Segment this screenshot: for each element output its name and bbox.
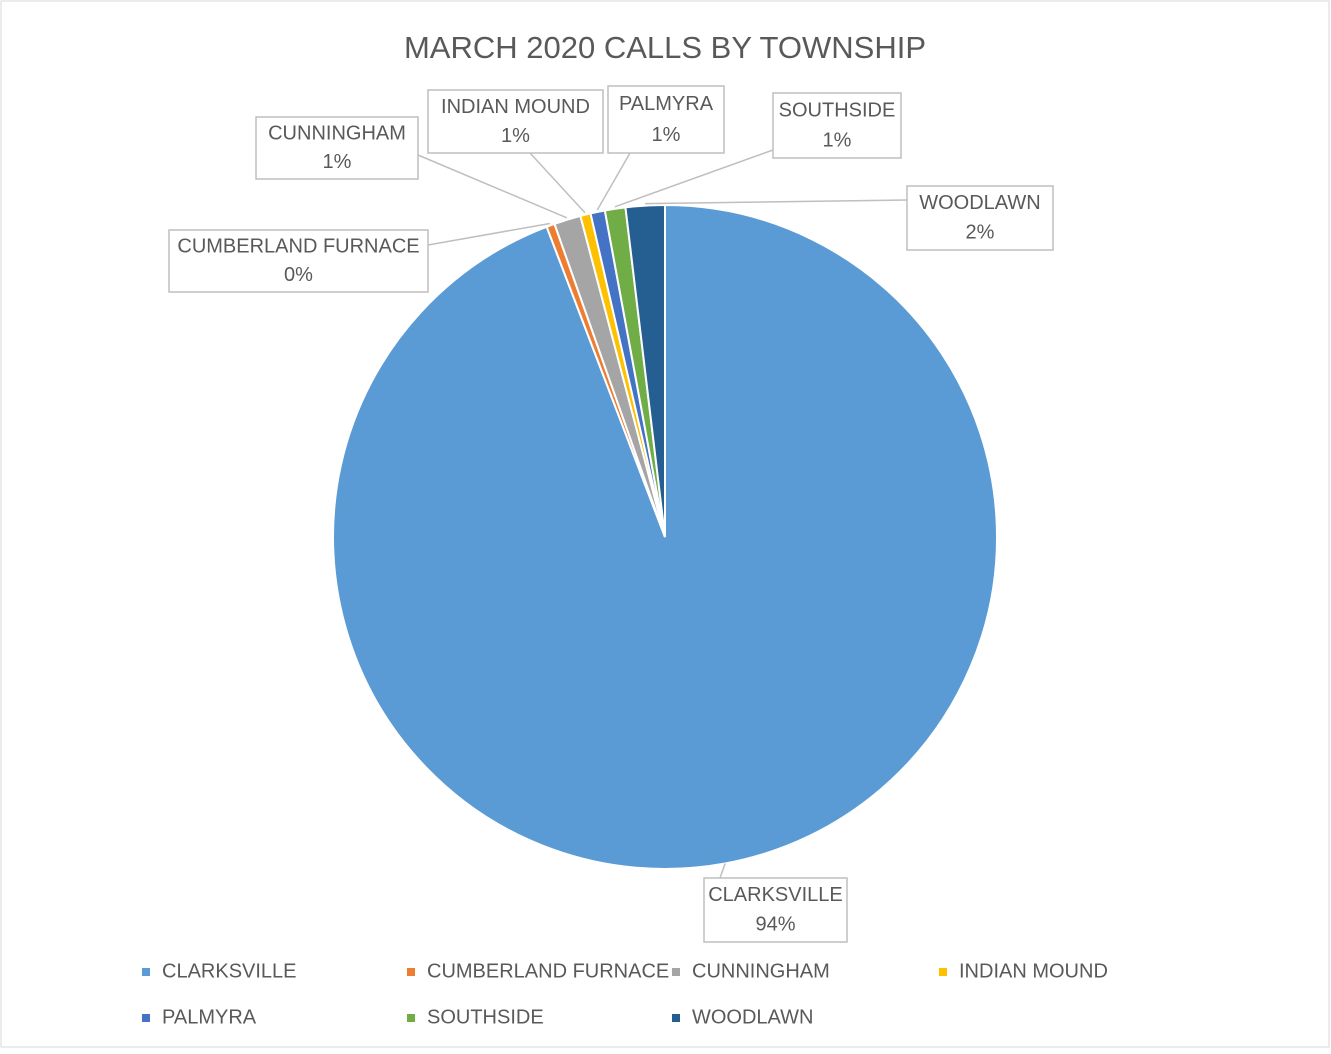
pie-slice [624,203,666,538]
leader-line [719,863,726,879]
slice-value-label: 1% [652,124,681,146]
legend-label: CUNNINGHAM [692,960,830,982]
label-box [168,229,429,293]
leader-line [596,152,631,211]
label-box [906,185,1054,251]
legend-label: WOODLAWN [692,1006,813,1028]
legend-swatch [939,968,947,976]
leader-line [417,154,568,219]
legend-swatch [142,1014,150,1022]
legend-label: SOUTHSIDE [427,1006,544,1028]
slice-label: CUMBERLAND FURNACE [177,236,419,258]
legend-swatch [407,1014,415,1022]
legend-swatch [407,968,415,976]
legend-swatch [672,1014,680,1022]
slice-value-label: 94% [755,914,795,936]
slice-value-label: 1% [501,125,530,147]
slice-value-label: 1% [823,129,852,151]
label-box [703,877,848,943]
legend-label: PALMYRA [162,1006,257,1028]
label-box [772,92,902,159]
legend-swatch [142,968,150,976]
leader-line [427,222,551,246]
slice-value-label: 2% [966,222,995,244]
label-box [607,85,725,154]
legend-swatch [672,968,680,976]
leader-line [529,152,586,214]
slice-label: CUNNINGHAM [268,123,406,145]
legend-label: CUMBERLAND FURNACE [427,960,669,982]
leader-line [614,149,774,208]
slice-label: INDIAN MOUND [441,96,590,118]
slice-value-label: 0% [284,264,313,286]
label-box [255,116,419,180]
legend-label: CLARKSVILLE [162,960,297,982]
slice-value-label: 1% [323,151,352,173]
leader-line [645,199,908,205]
slice-label: CLARKSVILLE [708,884,843,906]
chart-title: MARCH 2020 CALLS BY TOWNSHIP [404,30,926,65]
slice-label: SOUTHSIDE [779,99,896,121]
slice-label: WOODLAWN [919,192,1040,214]
label-box [427,89,604,154]
legend-label: INDIAN MOUND [959,960,1108,982]
slice-label: PALMYRA [619,93,714,115]
